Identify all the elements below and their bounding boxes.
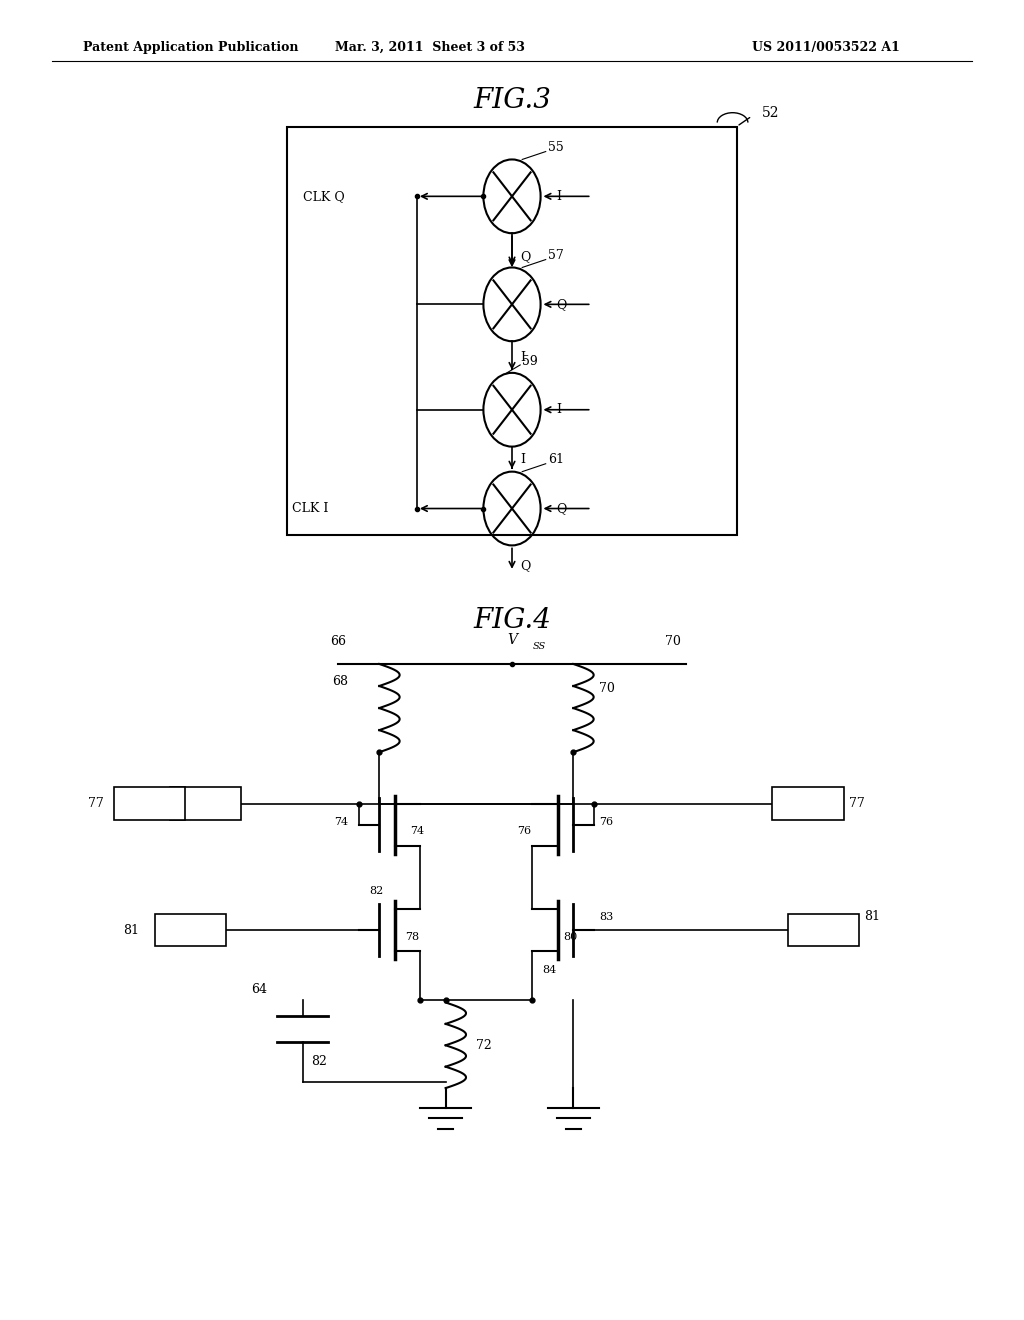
Text: 61: 61 — [548, 453, 564, 466]
Text: I: I — [520, 453, 525, 466]
Text: Patent Application Publication: Patent Application Publication — [83, 41, 299, 54]
Text: 77: 77 — [88, 797, 103, 810]
Text: 59: 59 — [522, 355, 538, 367]
Text: 81: 81 — [123, 924, 139, 936]
Text: 74: 74 — [335, 817, 348, 828]
Text: I: I — [556, 190, 561, 203]
Text: Q: Q — [520, 251, 530, 264]
Text: 76: 76 — [517, 826, 531, 837]
Text: 83: 83 — [599, 912, 613, 921]
Text: CLK I: CLK I — [293, 502, 329, 515]
FancyBboxPatch shape — [288, 127, 736, 535]
Text: CLK Q: CLK Q — [303, 190, 344, 203]
Text: Q: Q — [556, 298, 566, 310]
Text: 57: 57 — [548, 249, 563, 263]
Text: I: I — [520, 351, 525, 363]
FancyBboxPatch shape — [155, 913, 226, 946]
FancyBboxPatch shape — [170, 787, 242, 820]
Text: Mar. 3, 2011  Sheet 3 of 53: Mar. 3, 2011 Sheet 3 of 53 — [336, 41, 525, 54]
Text: SS: SS — [532, 643, 546, 651]
Text: 70: 70 — [666, 635, 681, 648]
Text: 66: 66 — [331, 635, 346, 648]
FancyBboxPatch shape — [772, 787, 844, 820]
Text: Q: Q — [520, 558, 530, 572]
Text: 64: 64 — [251, 983, 267, 995]
FancyBboxPatch shape — [114, 787, 185, 820]
Text: 52: 52 — [762, 107, 779, 120]
Text: 68: 68 — [333, 676, 348, 688]
Text: FIG.4: FIG.4 — [473, 607, 551, 634]
Text: FIG.3: FIG.3 — [473, 87, 551, 114]
Text: 70: 70 — [599, 682, 614, 694]
Text: 55: 55 — [548, 141, 563, 154]
Text: 74: 74 — [410, 826, 424, 837]
Text: 76: 76 — [599, 817, 613, 828]
Text: 77: 77 — [849, 797, 864, 810]
Text: 81: 81 — [864, 911, 881, 924]
FancyBboxPatch shape — [787, 913, 859, 946]
Text: I: I — [556, 403, 561, 416]
Text: V: V — [507, 634, 517, 647]
Text: Q: Q — [556, 502, 566, 515]
Text: US 2011/0053522 A1: US 2011/0053522 A1 — [753, 41, 900, 54]
Text: 82: 82 — [311, 1055, 327, 1068]
Text: 80: 80 — [563, 932, 578, 941]
Text: 78: 78 — [404, 932, 419, 941]
Text: 84: 84 — [543, 965, 557, 974]
Text: 82: 82 — [369, 886, 383, 895]
Text: 72: 72 — [476, 1039, 492, 1052]
Text: 77: 77 — [139, 797, 155, 810]
